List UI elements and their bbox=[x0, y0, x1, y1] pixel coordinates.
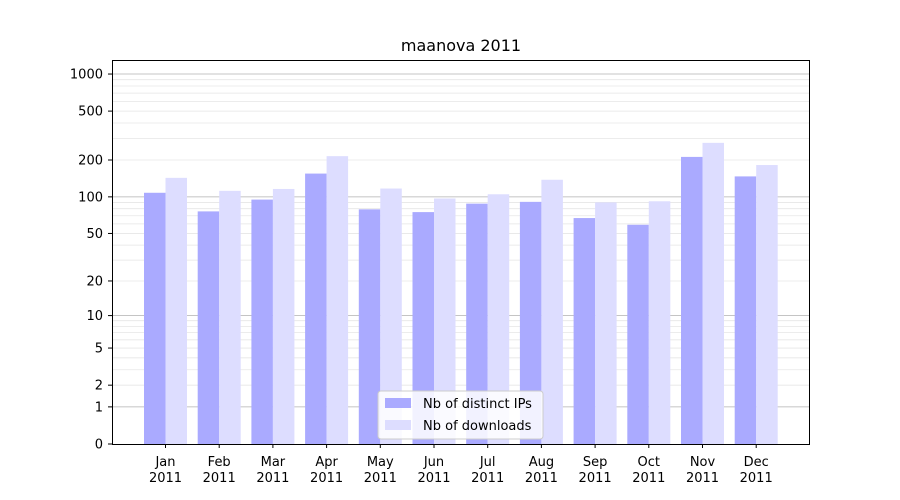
bar-downloads bbox=[648, 201, 671, 444]
legend-box bbox=[377, 390, 544, 440]
bar-distinct-ips bbox=[197, 211, 220, 444]
bar-distinct-ips bbox=[251, 199, 273, 444]
y-tick-label: 1000 bbox=[70, 68, 103, 83]
y-tick-label: 0 bbox=[95, 438, 103, 453]
bar-distinct-ips bbox=[573, 218, 596, 444]
bar-downloads bbox=[165, 177, 187, 444]
x-tick-label-year: 2011 bbox=[632, 471, 665, 486]
legend: Nb of distinct IPs Nb of downloads bbox=[377, 390, 544, 440]
x-tick-label-year: 2011 bbox=[417, 471, 450, 486]
y-axis: 0 1 2 5 10 20 50 100 200 500 1000 bbox=[70, 68, 112, 453]
bar-distinct-ips bbox=[358, 209, 381, 444]
legend-label-ips: Nb of distinct IPs bbox=[423, 397, 532, 412]
x-tick-label-year: 2011 bbox=[364, 471, 397, 486]
y-tick-label: 100 bbox=[78, 190, 103, 205]
y-tick-label: 500 bbox=[78, 105, 103, 120]
bar-distinct-ips bbox=[466, 203, 488, 444]
y-tick-label: 10 bbox=[86, 309, 103, 324]
x-tick-label-year: 2011 bbox=[686, 471, 719, 486]
legend-label-downloads: Nb of downloads bbox=[423, 419, 532, 434]
bar-distinct-ips bbox=[412, 212, 434, 444]
bar-distinct-ips bbox=[627, 224, 649, 444]
x-tick-label-month: Jun bbox=[423, 455, 444, 470]
x-tick-label-month: Mar bbox=[261, 455, 286, 470]
bar-downloads bbox=[272, 188, 295, 444]
bar-distinct-ips bbox=[144, 192, 166, 444]
bar-downloads bbox=[434, 198, 456, 444]
legend-swatch-downloads bbox=[385, 420, 411, 430]
bar-distinct-ips bbox=[681, 156, 703, 444]
x-tick-label-month: Jul bbox=[479, 455, 496, 470]
x-tick-label-month: Feb bbox=[208, 455, 231, 470]
bar-downloads bbox=[219, 190, 241, 444]
y-tick-label: 50 bbox=[86, 227, 103, 242]
x-tick-label-year: 2011 bbox=[256, 471, 289, 486]
bar-downloads bbox=[541, 179, 563, 445]
x-tick-label-month: Dec bbox=[744, 455, 769, 470]
x-tick-label-year: 2011 bbox=[740, 471, 773, 486]
x-tick-label-month: Aug bbox=[529, 455, 554, 470]
y-tick-label: 2 bbox=[95, 379, 103, 394]
x-axis: Jan2011Feb2011Mar2011Apr2011May2011Jun20… bbox=[149, 444, 773, 486]
bar-downloads bbox=[595, 202, 617, 444]
chart-title: maanova 2011 bbox=[401, 36, 521, 55]
bar-distinct-ips bbox=[305, 173, 327, 444]
x-tick-label-year: 2011 bbox=[310, 471, 343, 486]
y-tick-label: 5 bbox=[95, 342, 103, 357]
x-tick-label-month: Jan bbox=[154, 455, 175, 470]
bar-downloads bbox=[702, 142, 724, 444]
x-tick-label-month: Sep bbox=[583, 455, 608, 470]
plot-frame bbox=[112, 60, 810, 445]
y-tick-label: 1 bbox=[95, 400, 103, 415]
bar-distinct-ips bbox=[519, 201, 542, 444]
x-tick-label-year: 2011 bbox=[525, 471, 558, 486]
x-tick-label-month: Apr bbox=[315, 455, 338, 470]
bar-downloads bbox=[487, 194, 510, 444]
bar-distinct-ips bbox=[734, 176, 757, 445]
bars-layer bbox=[144, 142, 778, 445]
x-tick-label-year: 2011 bbox=[579, 471, 612, 486]
y-tick-label: 200 bbox=[78, 154, 103, 169]
y-tick-label: 20 bbox=[86, 274, 103, 289]
x-tick-label-month: May bbox=[367, 455, 394, 470]
x-tick-label-month: Nov bbox=[690, 455, 716, 470]
x-tick-label-year: 2011 bbox=[471, 471, 504, 486]
bar-downloads bbox=[380, 188, 402, 444]
x-tick-label-year: 2011 bbox=[203, 471, 236, 486]
x-tick-label-month: Oct bbox=[638, 455, 660, 470]
bar-downloads bbox=[756, 165, 778, 444]
x-tick-label-year: 2011 bbox=[149, 471, 182, 486]
bar-downloads bbox=[326, 156, 349, 444]
legend-swatch-ips bbox=[385, 398, 411, 408]
